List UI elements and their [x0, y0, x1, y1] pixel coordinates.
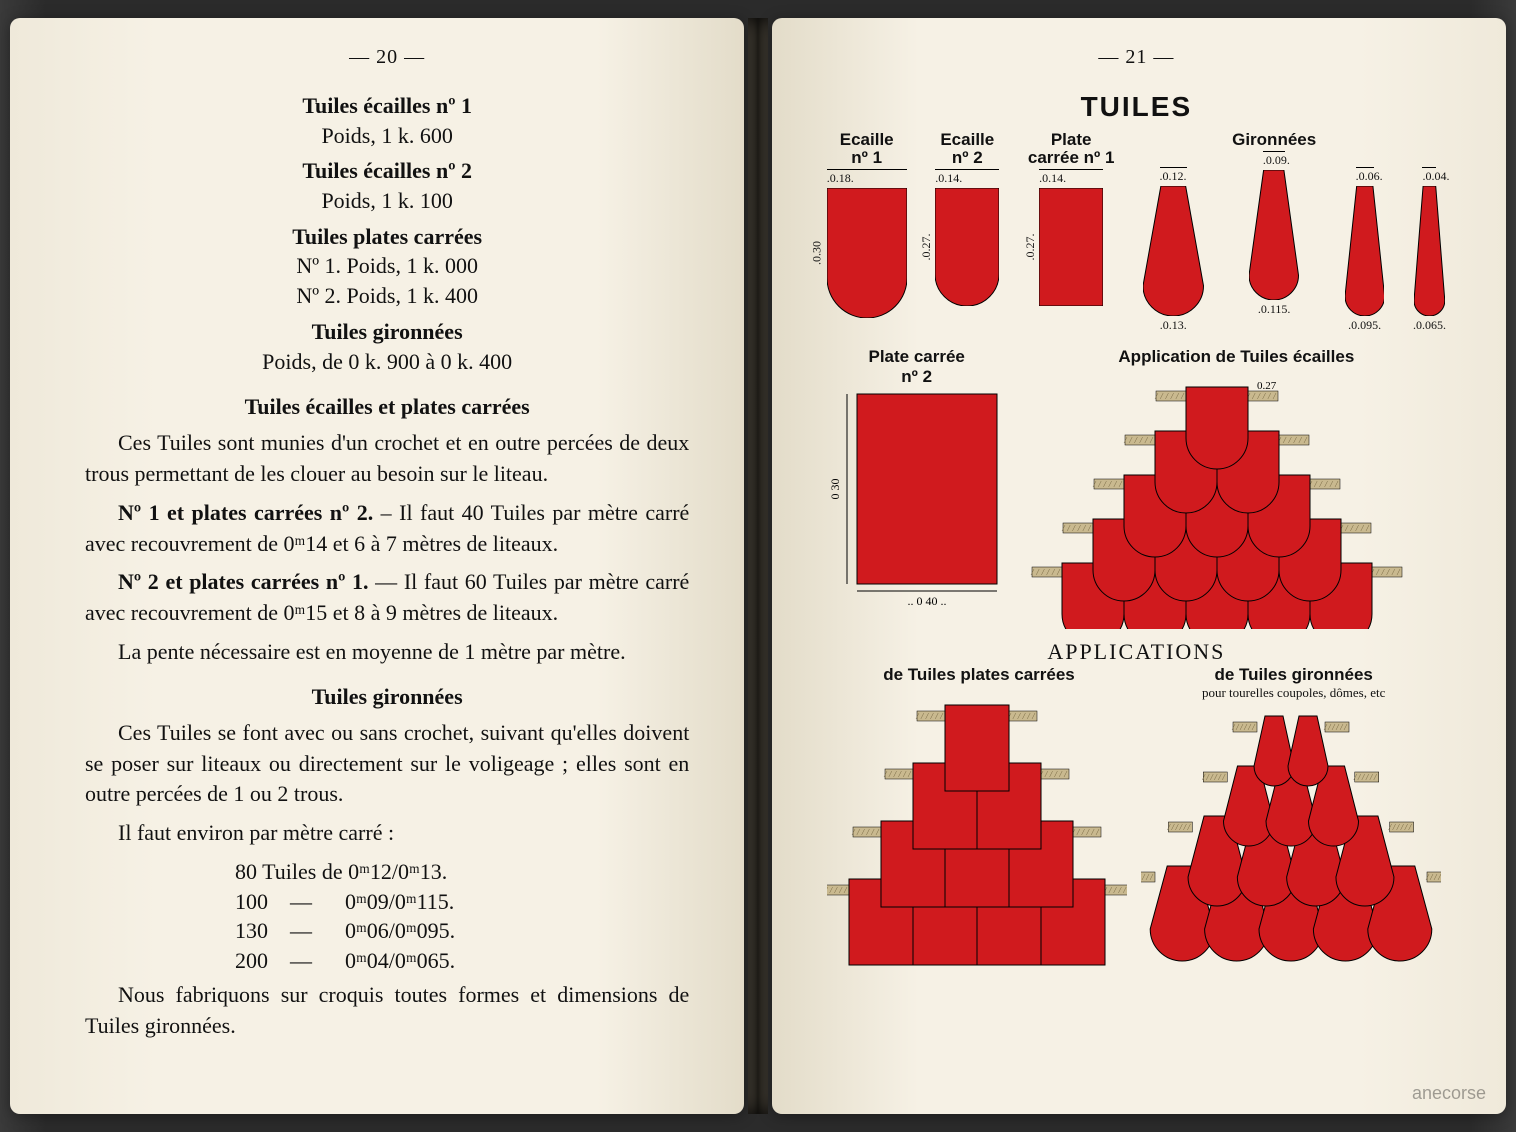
section2-para1: Ces Tuiles se font avec ou sans crochet,…: [85, 718, 689, 810]
weight-heading: Tuiles gironnées: [85, 317, 689, 347]
apps-gironnees-col: de Tuiles gironnées pour tourelles coupo…: [1141, 665, 1446, 981]
dimension-label: .0.12.: [1160, 167, 1188, 184]
tile-label: Gironnées: [1232, 131, 1316, 149]
weight-heading: Tuiles plates carrées: [85, 222, 689, 252]
tiles-per-m2-list: 80 Tuiles de 0ᵐ12/0ᵐ13.100 — 0ᵐ09/0ᵐ115.…: [235, 857, 689, 976]
tile-specimen: .0.12. .0.13.: [1143, 131, 1204, 333]
applications-row: de Tuiles plates carrées de Tuiles giron…: [827, 665, 1446, 981]
tuiles-title: TUILES: [827, 91, 1446, 123]
plate2-label: Plate carrée nº 2: [827, 347, 1007, 387]
weight-heading: Tuiles écailles nº 2: [85, 156, 689, 186]
list-item: 130 — 0ᵐ06/0ᵐ095.: [235, 916, 689, 946]
dimension-label: .0.04.: [1422, 167, 1436, 184]
tile-label: Ecaille nº 1: [840, 131, 894, 167]
tile-shape: .0.30: [827, 188, 907, 318]
book-spread: — 20 — Tuiles écailles nº 1Poids, 1 k. 6…: [0, 0, 1516, 1132]
tile-specimen: Plate carrée nº 1 .0.14. .0.27.: [1028, 131, 1115, 306]
para3-bold: Nº 2 et plates carrées nº 1.: [118, 569, 369, 594]
list-item: 100 — 0ᵐ09/0ᵐ115.: [235, 887, 689, 917]
tile-shape: .0.27.: [935, 188, 999, 306]
tile-specimen: Ecaille nº 1 .0.18. .0.30: [827, 131, 907, 318]
tile-specimens-row: Ecaille nº 1 .0.18. .0.30 Ecaille nº 2 .0.14…: [827, 131, 1446, 333]
tile-specimen: .0.04. .0.065.: [1413, 131, 1446, 333]
app-gironnees-figure: [1141, 701, 1446, 981]
weight-heading: Tuiles écailles nº 1: [85, 91, 689, 121]
plate-carree-2-block: Plate carrée nº 2 .. 0 40 .. 0 30: [827, 341, 1007, 609]
tile-specimen: Gironnées .0.09. .0.115.: [1232, 131, 1316, 317]
tile-label: Ecaille nº 2: [940, 131, 994, 167]
apps-plates-carrees-head: de Tuiles plates carrées: [827, 665, 1132, 685]
app-plates-figure: [827, 685, 1132, 975]
tile-label: Plate carrée nº 1: [1028, 131, 1115, 167]
app-ecailles-head: Application de Tuiles écailles: [1027, 347, 1446, 367]
weight-line: Poids, de 0 k. 900 à 0 k. 400: [85, 347, 689, 377]
application-ecailles-block: Application de Tuiles écailles 0.27: [1027, 341, 1446, 629]
dimension-label: .0.27.: [919, 233, 934, 260]
tile-shape: [1345, 186, 1385, 316]
dimension-label: .0.06.: [1356, 167, 1374, 184]
weight-line: Poids, 1 k. 100: [85, 186, 689, 216]
weights-block: Tuiles écailles nº 1Poids, 1 k. 600 Tuile…: [85, 91, 689, 376]
weight-line: Poids, 1 k. 600: [85, 121, 689, 151]
plate2-shape: .. 0 40 .. 0 30: [827, 389, 1007, 609]
list-item: 80 Tuiles de 0ᵐ12/0ᵐ13.: [235, 857, 689, 887]
section1-para4: La pente nécessaire est en moyenne de 1 …: [85, 637, 689, 668]
apps-plates-carrees-col: de Tuiles plates carrées: [827, 665, 1132, 981]
tile-shape: .0.27.: [1039, 188, 1103, 306]
weight-line: Nº 1. Poids, 1 k. 000: [85, 251, 689, 281]
section1-para2: Nº 1 et plates carrées nº 2. – Il faut 4…: [85, 498, 689, 560]
book-gutter: [748, 18, 767, 1114]
page-right-content: — 21 — TUILES Ecaille nº 1.0.18..0.30Eca…: [772, 18, 1506, 1021]
page-left: — 20 — Tuiles écailles nº 1Poids, 1 k. 6…: [10, 18, 744, 1114]
dimension-label: .0.14.: [935, 169, 999, 186]
section2-lead: Il faut environ par mètre carré :: [85, 818, 689, 849]
dimension-label: .0.27.: [1023, 233, 1038, 260]
dimension-label: .0.09.: [1263, 151, 1286, 168]
svg-text:0 30: 0 30: [828, 479, 842, 500]
section1-para3: Nº 2 et plates carrées nº 1. — Il faut 6…: [85, 567, 689, 629]
section1-heading: Tuiles écailles et plates carrées: [85, 394, 689, 420]
section2-heading: Tuiles gironnées: [85, 684, 689, 710]
weight-line: Nº 2. Poids, 1 k. 400: [85, 281, 689, 311]
watermark: anecorse: [1412, 1083, 1486, 1104]
svg-text:0.27: 0.27: [1257, 380, 1277, 392]
dimension-label: .0.14.: [1039, 169, 1103, 186]
tile-specimen: Ecaille nº 2 .0.14. .0.27.: [935, 131, 999, 306]
tile-shape: [1249, 170, 1299, 300]
tile-shape: [1143, 186, 1204, 316]
section1-para1: Ces Tuiles sont munies d'un crochet et e…: [85, 428, 689, 490]
page-number-right: — 21 —: [827, 46, 1446, 69]
apps-gironnees-head: de Tuiles gironnées: [1141, 665, 1446, 685]
page-right: — 21 — TUILES Ecaille nº 1.0.18..0.30Eca…: [772, 18, 1506, 1114]
page-left-content: — 20 — Tuiles écailles nº 1Poids, 1 k. 6…: [10, 18, 744, 1089]
page-number-left: — 20 —: [85, 46, 689, 69]
dimension-label: .0.30: [809, 241, 824, 265]
dimension-label: .0.13.: [1160, 318, 1187, 333]
applications-title: APPLICATIONS: [827, 639, 1446, 665]
app-ecailles-figure: 0.27: [1027, 369, 1446, 629]
svg-text:.. 0 40 ..: .. 0 40 ..: [907, 594, 946, 608]
dimension-label: .0.065.: [1413, 318, 1446, 333]
dimension-label: .0.18.: [827, 169, 907, 186]
para2-bold: Nº 1 et plates carrées nº 2.: [118, 500, 373, 525]
tile-specimen: .0.06. .0.095.: [1345, 131, 1385, 333]
dimension-label: .0.095.: [1348, 318, 1381, 333]
section2-para2: Nous fabriquons sur croquis toutes forme…: [85, 980, 689, 1042]
tile-shape: [1414, 186, 1445, 316]
dimension-label: .0.115.: [1258, 302, 1291, 317]
list-item: 200 — 0ᵐ04/0ᵐ065.: [235, 946, 689, 976]
apps-gironnees-note: pour tourelles coupoles, dômes, etc: [1141, 685, 1446, 701]
